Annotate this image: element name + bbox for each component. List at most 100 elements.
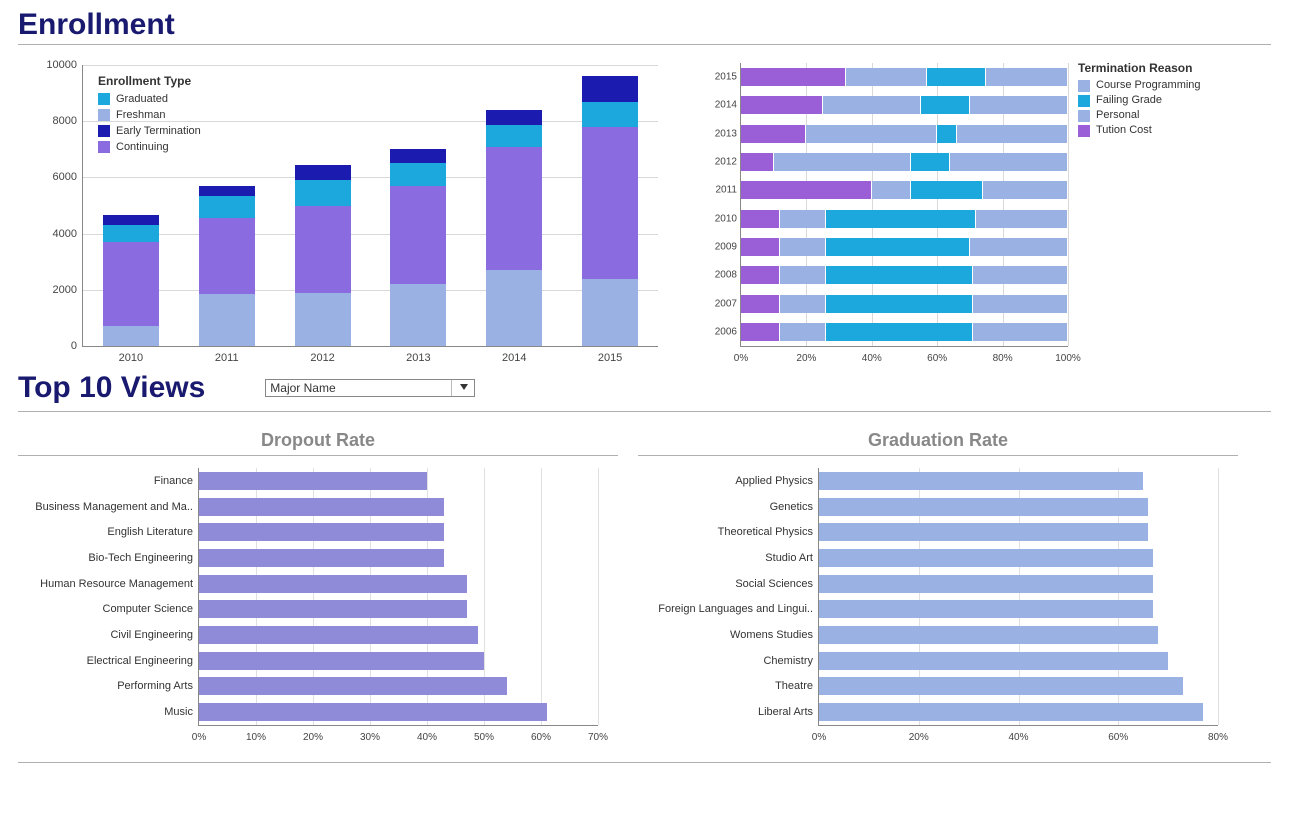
- y-axis-tick: Foreign Languages and Lingui..: [639, 603, 813, 615]
- y-axis-tick: 2011: [701, 185, 737, 196]
- rate-bar-row[interactable]: [199, 677, 598, 695]
- x-axis-tick: 100%: [1055, 353, 1081, 364]
- rate-bar-row[interactable]: [819, 652, 1218, 670]
- x-axis-tick: 30%: [360, 732, 380, 743]
- enrollment-bar[interactable]: [103, 215, 159, 346]
- termination-bar[interactable]: [741, 96, 1068, 114]
- legend-item[interactable]: Course Programming: [1078, 78, 1208, 93]
- x-axis-tick: 20%: [303, 732, 323, 743]
- y-axis-tick: Chemistry: [639, 655, 813, 667]
- rate-bar-row[interactable]: [199, 549, 598, 567]
- x-axis-tick: 80%: [993, 353, 1013, 364]
- x-axis-tick: 20%: [909, 732, 929, 743]
- y-axis-tick: Electrical Engineering: [19, 655, 193, 667]
- rate-bar-row[interactable]: [819, 523, 1218, 541]
- termination-bar[interactable]: [741, 125, 1068, 143]
- enrollment-section-title: Enrollment: [18, 8, 1271, 45]
- dropdown-value: Major Name: [270, 381, 335, 395]
- y-axis-tick: 2010: [701, 213, 737, 224]
- y-axis-tick: 2006: [701, 326, 737, 337]
- x-axis-tick: 2012: [293, 352, 353, 364]
- y-axis-tick: 6000: [31, 171, 77, 183]
- x-axis-tick: 60%: [531, 732, 551, 743]
- enrollment-bar[interactable]: [582, 76, 638, 346]
- y-axis-tick: 2009: [701, 241, 737, 252]
- top10-section-title: Top 10 Views: [18, 371, 205, 405]
- rate-bar-row[interactable]: [199, 498, 598, 516]
- rate-bar-row[interactable]: [819, 549, 1218, 567]
- enrollment-legend: Enrollment Type GraduatedFreshmanEarly T…: [98, 73, 201, 155]
- termination-legend: Termination Reason Course ProgrammingFai…: [1078, 61, 1208, 138]
- termination-bar[interactable]: [741, 181, 1068, 199]
- legend-item[interactable]: Failing Grade: [1078, 93, 1208, 108]
- rate-bar-row[interactable]: [819, 677, 1218, 695]
- rate-bar-row[interactable]: [819, 600, 1218, 618]
- graduation-rate-chart: Graduation Rate 0%20%40%60%80%Applied Ph…: [638, 430, 1238, 748]
- termination-bar[interactable]: [741, 153, 1068, 171]
- x-axis-tick: 2014: [484, 352, 544, 364]
- rate-bar-row[interactable]: [819, 498, 1218, 516]
- enrollment-bar[interactable]: [295, 165, 351, 346]
- rate-bar-row[interactable]: [199, 472, 598, 490]
- rate-bar-row[interactable]: [819, 472, 1218, 490]
- legend-item[interactable]: Early Termination: [98, 123, 201, 139]
- x-axis-tick: 60%: [1108, 732, 1128, 743]
- y-axis-tick: Genetics: [639, 501, 813, 513]
- y-axis-tick: Performing Arts: [19, 680, 193, 692]
- rate-bar-row[interactable]: [199, 575, 598, 593]
- rate-bar-row[interactable]: [199, 523, 598, 541]
- y-axis-tick: Womens Studies: [639, 629, 813, 641]
- x-axis-tick: 60%: [927, 353, 947, 364]
- legend-item[interactable]: Tution Cost: [1078, 123, 1208, 138]
- termination-bar[interactable]: [741, 266, 1068, 284]
- y-axis-tick: Liberal Arts: [639, 706, 813, 718]
- rate-bar-row[interactable]: [819, 575, 1218, 593]
- rate-bar-row[interactable]: [199, 600, 598, 618]
- y-axis-tick: Studio Art: [639, 552, 813, 564]
- y-axis-tick: Theatre: [639, 680, 813, 692]
- y-axis-tick: Music: [19, 706, 193, 718]
- rate-bar-row[interactable]: [199, 703, 598, 721]
- rate-bar-row[interactable]: [819, 703, 1218, 721]
- y-axis-tick: Applied Physics: [639, 475, 813, 487]
- x-axis-tick: 0%: [812, 732, 826, 743]
- y-axis-tick: Bio-Tech Engineering: [19, 552, 193, 564]
- enrollment-bar[interactable]: [486, 110, 542, 346]
- x-axis-tick: 2010: [101, 352, 161, 364]
- enrollment-bar[interactable]: [199, 186, 255, 346]
- x-axis-tick: 80%: [1208, 732, 1228, 743]
- legend-item[interactable]: Continuing: [98, 139, 201, 155]
- enrollment-legend-title: Enrollment Type: [98, 73, 201, 89]
- y-axis-tick: 2013: [701, 128, 737, 139]
- enrollment-bar[interactable]: [390, 149, 446, 346]
- termination-stacked-chart: 0%20%40%60%80%100%2015201420132012201120…: [698, 59, 1208, 369]
- y-axis-tick: Theoretical Physics: [639, 526, 813, 538]
- legend-item[interactable]: Personal: [1078, 108, 1208, 123]
- x-axis-tick: 50%: [474, 732, 494, 743]
- major-name-dropdown[interactable]: Major Name: [265, 379, 475, 397]
- rate-bar-row[interactable]: [199, 652, 598, 670]
- legend-item[interactable]: Freshman: [98, 107, 201, 123]
- x-axis-tick: 0%: [734, 353, 748, 364]
- dropout-rate-chart: Dropout Rate 0%10%20%30%40%50%60%70%Fina…: [18, 430, 618, 748]
- x-axis-tick: 10%: [246, 732, 266, 743]
- termination-bar[interactable]: [741, 68, 1068, 86]
- termination-bar[interactable]: [741, 323, 1068, 341]
- x-axis-tick: 2011: [197, 352, 257, 364]
- dropout-rate-title: Dropout Rate: [18, 430, 618, 456]
- y-axis-tick: 0: [31, 340, 77, 352]
- y-axis-tick: 2000: [31, 284, 77, 296]
- x-axis-tick: 70%: [588, 732, 608, 743]
- x-axis-tick: 2013: [388, 352, 448, 364]
- y-axis-tick: 4000: [31, 228, 77, 240]
- legend-item[interactable]: Graduated: [98, 91, 201, 107]
- y-axis-tick: 2012: [701, 157, 737, 168]
- termination-bar[interactable]: [741, 238, 1068, 256]
- termination-bar[interactable]: [741, 295, 1068, 313]
- y-axis-tick: 2008: [701, 270, 737, 281]
- y-axis-tick: 10000: [31, 59, 77, 71]
- rate-bar-row[interactable]: [819, 626, 1218, 644]
- rate-bar-row[interactable]: [199, 626, 598, 644]
- termination-bar[interactable]: [741, 210, 1068, 228]
- y-axis-tick: Human Resource Management: [19, 578, 193, 590]
